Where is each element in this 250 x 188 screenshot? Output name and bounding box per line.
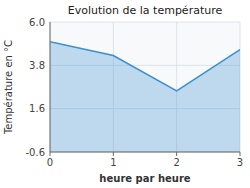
plot-area [50, 42, 240, 152]
chart: -0.6 1.6 3.8 6.0 0 1 2 3 Evolution de la tempéra… [0, 0, 250, 188]
y-grid-line [50, 152, 240, 153]
x-tick-label: 3 [237, 157, 243, 168]
y-tick-label: 6.0 [29, 17, 45, 28]
x-tick-label: 1 [110, 157, 116, 168]
plot-background [50, 22, 240, 152]
x-tick-label: 2 [173, 157, 179, 168]
y-tick-label: 3.8 [29, 60, 45, 71]
y-grid-line [50, 22, 240, 23]
x-tick-label: 0 [47, 157, 53, 168]
x-tick [113, 152, 114, 156]
x-tick [240, 152, 241, 156]
y-tick-label: 1.6 [29, 103, 45, 114]
x-tick [176, 152, 177, 156]
x-axis-line [50, 152, 240, 153]
x-grid-line [50, 22, 51, 152]
y-axis-label: Température en °C [3, 40, 14, 135]
y-axis-line [50, 22, 51, 152]
line [50, 42, 240, 91]
x-tick [50, 152, 51, 156]
y-tick-label: -0.6 [25, 147, 45, 158]
grid [50, 22, 240, 152]
title: Evolution de la température [68, 4, 223, 17]
area [50, 42, 240, 152]
x-axis-label: heure par heure [99, 173, 190, 184]
